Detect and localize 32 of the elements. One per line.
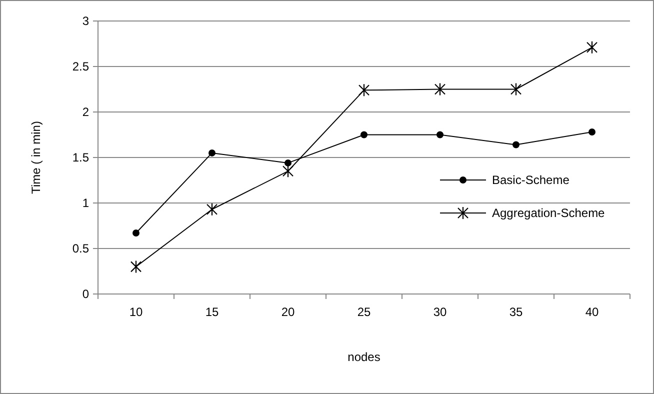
x-tick-label: 40 xyxy=(585,305,599,319)
legend-label: Aggregation-Scheme xyxy=(492,206,606,220)
point xyxy=(284,159,292,166)
point xyxy=(510,82,522,96)
point xyxy=(132,230,140,237)
point xyxy=(588,128,596,136)
point xyxy=(130,260,142,274)
y-tick-label: 1 xyxy=(82,196,90,210)
x-axis-title: nodes xyxy=(348,350,380,364)
point xyxy=(208,149,216,156)
point xyxy=(586,40,598,54)
point xyxy=(206,202,218,216)
point xyxy=(512,141,520,148)
point xyxy=(358,84,370,97)
x-tick-label: 25 xyxy=(357,305,371,319)
point xyxy=(434,82,446,96)
y-tick-label: 2.5 xyxy=(72,60,90,74)
legend-label: Basic-Scheme xyxy=(492,173,570,188)
point xyxy=(282,164,294,178)
y-tick-label: 0.5 xyxy=(72,242,90,256)
point xyxy=(436,131,444,138)
x-tick-label: 20 xyxy=(281,305,295,319)
x-tick-label: 10 xyxy=(129,305,143,319)
y-tick-label: 2 xyxy=(82,105,90,120)
y-axis-title: Time ( in min) xyxy=(29,121,43,194)
x-tick-label: 15 xyxy=(205,305,219,319)
x-tick-label: 35 xyxy=(509,305,523,319)
x-tick-label: 30 xyxy=(433,305,447,319)
point xyxy=(360,131,368,138)
y-tick-label: 0 xyxy=(82,287,90,302)
y-tick-label: 1.5 xyxy=(72,150,90,165)
y-tick-label: 3 xyxy=(82,14,90,28)
